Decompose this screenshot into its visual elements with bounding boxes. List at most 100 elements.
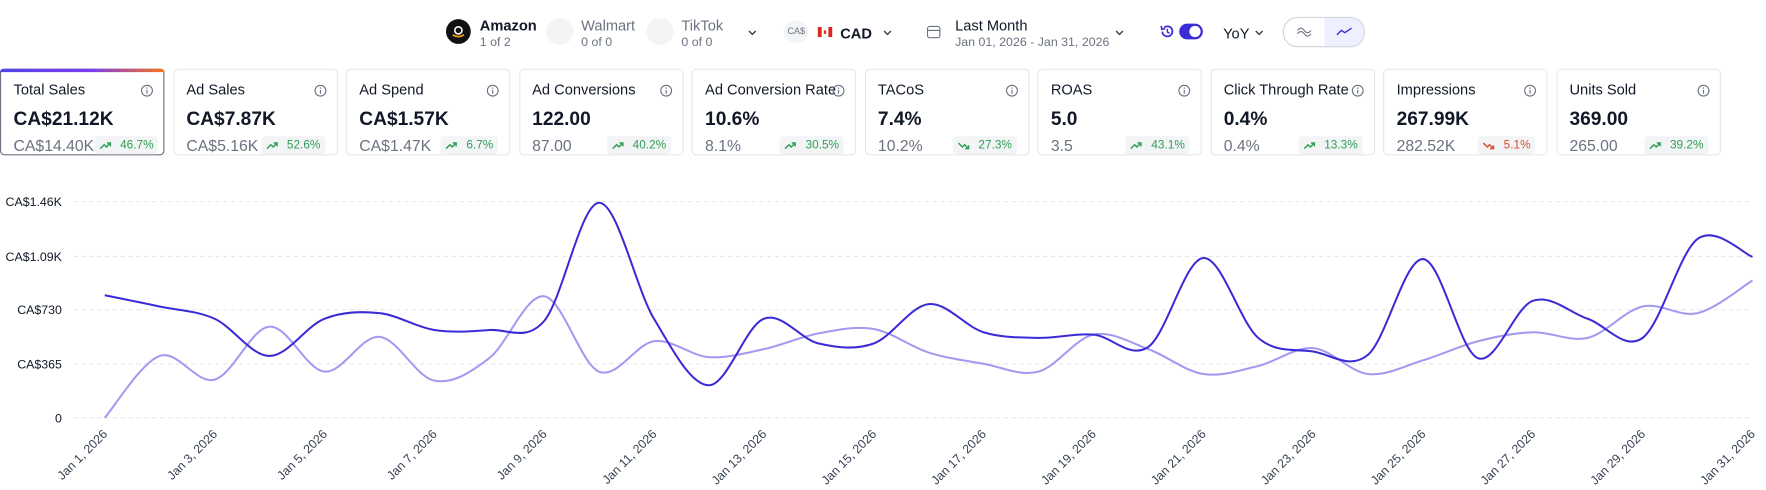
trend-arrow: [611, 141, 624, 149]
metric-value: 5.0: [1050, 108, 1078, 130]
metric-title: Total Sales: [13, 81, 86, 98]
view-area[interactable]: [1284, 18, 1324, 46]
date-dropdown[interactable]: [1115, 28, 1124, 37]
change-value: 27.3%: [978, 138, 1012, 153]
series-line: [103, 279, 1754, 419]
view-switch: [1282, 16, 1366, 48]
trend-arrow: [1303, 141, 1315, 149]
metric-compare: CA$1.47K 6.7%: [359, 136, 498, 155]
metric-change: 30.5%: [779, 136, 844, 155]
metric-card[interactable]: Units Sold 369.00 265.00 39.2%: [1555, 68, 1721, 156]
trend-arrow: [266, 141, 278, 149]
metric-title: Ad Spend: [359, 81, 424, 98]
metric-title: ROAS: [1050, 81, 1093, 98]
metric-change: 6.7%: [440, 136, 498, 155]
change-value: 39.2%: [1669, 138, 1704, 153]
y-tick-label: CA$365: [17, 357, 62, 371]
marketplace-walmart[interactable]: Walmart 0 of 0: [581, 17, 635, 50]
metric-previous: 10.2%: [877, 136, 923, 155]
metric-change: 39.2%: [1644, 136, 1709, 155]
x-tick-label: Jan 5, 2026: [274, 427, 330, 483]
metric-change: 40.2%: [606, 136, 671, 155]
x-tick-label: Jan 29, 2026: [1588, 427, 1649, 488]
metric-card[interactable]: Ad Conversions 122.00 87.00 40.2%: [518, 68, 684, 156]
marketplace-name: Walmart: [581, 16, 636, 34]
metric-card[interactable]: Ad Conversion Rate 10.6% 8.1% 30.5%: [691, 68, 856, 156]
metric-previous: CA$14.40K: [13, 136, 95, 155]
trend-arrow: [1482, 141, 1495, 149]
trend-arrow: [957, 141, 970, 149]
metric-cards: Total Sales CA$21.12K CA$14.40K 46.7% Ad Sal…: [0, 68, 1721, 156]
metric-card[interactable]: Total Sales CA$21.12K CA$14.40K 46.7%: [0, 68, 165, 156]
compare-toggle[interactable]: [1179, 23, 1203, 40]
trend-arrow: [784, 141, 797, 149]
change-value: 5.1%: [1503, 138, 1531, 153]
metric-change: 43.1%: [1125, 136, 1190, 155]
metric-title: Ad Sales: [186, 81, 246, 98]
metric-previous: 282.52K: [1396, 136, 1456, 155]
trend-arrow: [1130, 141, 1142, 149]
trend-arrow: [1649, 141, 1661, 149]
metric-compare: 282.52K 5.1%: [1396, 136, 1536, 155]
info-icon: [659, 82, 672, 102]
metric-previous: 87.00: [532, 136, 572, 155]
metric-compare: 87.00 40.2%: [532, 136, 671, 155]
currency-code[interactable]: CAD: [840, 24, 872, 42]
change-value: 40.2%: [632, 138, 667, 153]
metric-card[interactable]: ROAS 5.0 3.5 43.1%: [1037, 68, 1202, 156]
amazon-icon: [446, 19, 471, 44]
x-tick-label: Jan 17, 2026: [929, 427, 990, 488]
metric-compare: CA$14.40K 46.7%: [13, 136, 159, 155]
metric-previous: 265.00: [1569, 136, 1618, 155]
x-tick-label: Jan 15, 2026: [819, 427, 880, 488]
date-range[interactable]: Last Month Jan 01, 2026 - Jan 31, 2026: [955, 17, 1109, 50]
trend-arrow: [445, 141, 457, 149]
series-line: [104, 201, 1753, 387]
metric-card[interactable]: Ad Sales CA$7.87K CA$5.16K 52.6%: [172, 68, 338, 156]
x-tick-label: Jan 21, 2026: [1148, 427, 1209, 488]
metric-change: 13.3%: [1298, 136, 1363, 155]
marketplace-tiktok[interactable]: TikTok 0 of 0: [681, 17, 723, 50]
x-tick-label: Jan 19, 2026: [1038, 427, 1099, 488]
change-value: 6.7%: [466, 138, 494, 153]
change-value: 43.1%: [1151, 138, 1185, 153]
metric-card[interactable]: TACoS 7.4% 10.2% 27.3%: [864, 68, 1029, 156]
info-icon: [486, 82, 499, 102]
x-tick-label: Jan 1, 2026: [55, 427, 111, 483]
marketplace-amazon[interactable]: Amazon 1 of 2: [480, 17, 537, 50]
x-tick-label: Jan 7, 2026: [384, 427, 440, 483]
walmart-icon: [546, 18, 574, 46]
x-tick-label: Jan 9, 2026: [494, 427, 550, 483]
x-tick-label: Jan 23, 2026: [1258, 427, 1319, 488]
metric-card[interactable]: Ad Spend CA$1.57K CA$1.47K 6.7%: [345, 68, 511, 156]
y-tick-label: CA$1.46K: [6, 195, 63, 209]
change-value: 30.5%: [805, 138, 840, 153]
info-icon: [1696, 82, 1709, 102]
history-icon[interactable]: [1159, 24, 1175, 40]
amazon-logo: [452, 26, 465, 38]
metric-title: Click Through Rate: [1223, 81, 1349, 98]
comparison-mode[interactable]: YoY: [1223, 24, 1250, 42]
metric-card[interactable]: Click Through Rate 0.4% 0.4% 13.3%: [1210, 68, 1375, 156]
date-span: Jan 01, 2026 - Jan 31, 2026: [955, 36, 1110, 50]
metric-compare: 0.4% 13.3%: [1224, 136, 1363, 155]
metric-title: Impressions: [1396, 81, 1476, 98]
metric-value: CA$1.57K: [359, 108, 449, 130]
x-tick-label: Jan 11, 2026: [600, 427, 660, 487]
change-value: 52.6%: [286, 138, 321, 153]
metric-title: Units Sold: [1569, 81, 1637, 98]
view-line[interactable]: [1323, 18, 1364, 47]
currency-dropdown[interactable]: [883, 28, 892, 37]
metric-value: 122.00: [532, 108, 591, 130]
metric-card[interactable]: Impressions 267.99K 282.52K 5.1%: [1383, 68, 1548, 156]
metric-value: 267.99K: [1396, 108, 1469, 130]
metric-compare: 10.2% 27.3%: [877, 136, 1017, 155]
marketplace-count: 0 of 0: [681, 36, 713, 50]
currency-symbol: CA$: [783, 20, 809, 43]
x-tick-label: Jan 27, 2026: [1478, 427, 1539, 488]
comparison-dropdown[interactable]: [1255, 28, 1264, 37]
metric-value: 0.4%: [1223, 108, 1268, 130]
marketplace-dropdown[interactable]: [748, 28, 757, 37]
